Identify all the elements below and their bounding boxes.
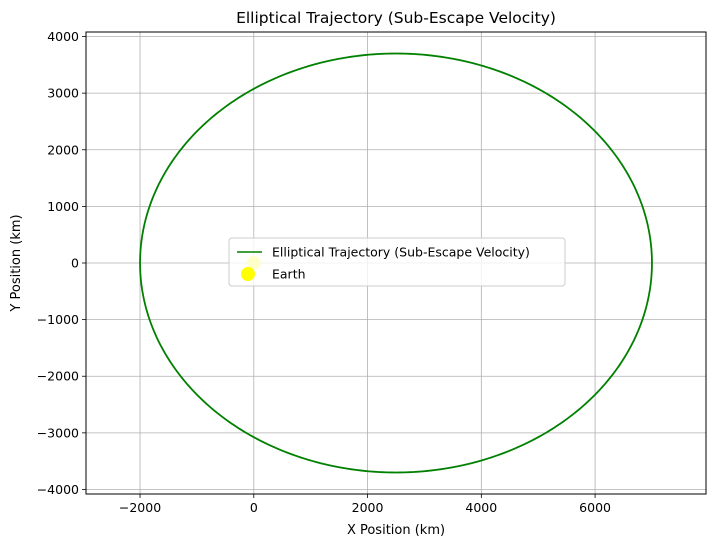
y-tick-label: −2000 [37,369,79,384]
y-tick-label: 3000 [47,86,79,101]
x-tick-label: 2000 [352,500,384,515]
x-axis-label: X Position (km) [347,523,445,538]
trajectory-line [139,52,653,474]
legend: Elliptical Trajectory (Sub-Escape Veloci… [228,237,566,287]
x-tick-label: 4000 [465,500,497,515]
y-tick-label: 2000 [47,142,79,157]
x-tick-label: 0 [250,500,258,515]
legend-label-earth: Earth [272,267,306,282]
y-tick-label: 0 [71,256,79,271]
legend-label-trajectory: Elliptical Trajectory (Sub-Escape Veloci… [272,245,530,260]
y-tick-label: −1000 [37,312,79,327]
y-tick-label: −4000 [37,482,79,497]
x-tick-label: −2000 [119,500,161,515]
y-tick-label: 4000 [47,29,79,44]
legend-swatch-earth [241,267,255,281]
y-axis-label: Y Position (km) [9,214,24,312]
legend-box [228,237,566,287]
chart-title: Elliptical Trajectory (Sub-Escape Veloci… [236,9,556,27]
axis-ticks: −2000 0 2000 4000 6000 −4000 −3000 −2000 −1000 0 1… [37,29,611,515]
y-tick-label: −3000 [37,425,79,440]
y-tick-label: 1000 [47,199,79,214]
x-tick-label: 6000 [579,500,611,515]
